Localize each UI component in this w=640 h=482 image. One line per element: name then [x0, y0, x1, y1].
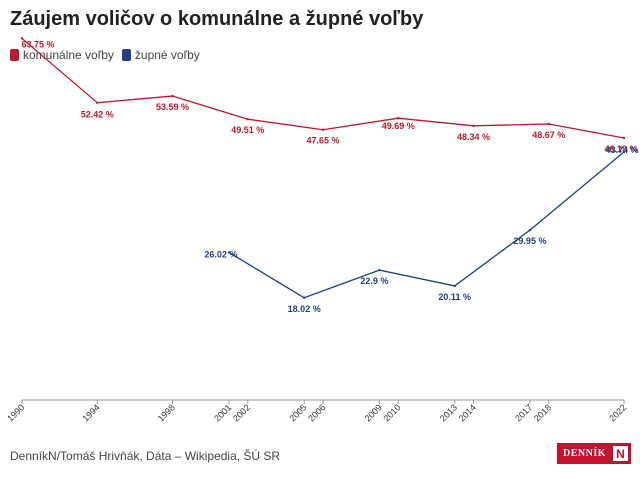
data-point-zupne-2001 — [227, 251, 231, 254]
x-tick-label-1994: 1994 — [80, 402, 101, 423]
x-tick-label-2017: 2017 — [513, 402, 534, 423]
data-point-komunalne-2014 — [472, 124, 475, 128]
x-tick-label-2005: 2005 — [287, 402, 308, 423]
x-tick-label-2006: 2006 — [306, 402, 327, 423]
x-tick-label-1990: 1990 — [5, 402, 26, 423]
x-tick-label-2002: 2002 — [231, 402, 252, 423]
data-point-zupne-2022 — [622, 150, 626, 154]
data-label-zupne-2017: 29.95 % — [513, 236, 546, 246]
data-point-komunalne-1998 — [171, 94, 174, 98]
logo-text: DENNÍK — [563, 448, 607, 459]
legend-swatch-komunalne — [10, 49, 19, 61]
data-label-zupne-2013: 20.11 % — [438, 292, 471, 302]
data-point-komunalne-2018 — [547, 122, 550, 126]
chart-title: Záujem voličov o komunálne a župné voľby — [10, 8, 424, 30]
legend-swatch-zupne — [121, 49, 131, 61]
data-point-komunalne-2022 — [622, 136, 626, 140]
data-point-zupne-2009 — [378, 268, 381, 272]
x-tick-label-1998: 1998 — [156, 402, 177, 423]
legend-item-zupne: župné voľby — [121, 48, 200, 62]
data-point-komunalne-1990 — [20, 37, 24, 40]
series-line-zupne — [228, 151, 625, 299]
data-label-komunalne-2014: 48.34 % — [457, 132, 490, 142]
x-tick-label-2014: 2014 — [457, 402, 478, 423]
x-tick-label-2022: 2022 — [607, 402, 628, 423]
data-point-komunalne-2002 — [246, 117, 249, 121]
data-label-zupne-2001: 26.02 % — [204, 249, 237, 259]
data-point-zupne-2005 — [302, 296, 306, 299]
data-label-komunalne-2006: 47.65 % — [306, 136, 339, 146]
x-tick-label-2013: 2013 — [438, 402, 459, 423]
x-tick-label-2001: 2001 — [212, 402, 233, 423]
data-label-komunalne-2018: 48.67 % — [532, 130, 565, 140]
data-label-komunalne-1994: 52.42 % — [81, 110, 114, 120]
data-point-komunalne-2010 — [397, 116, 400, 120]
logo-mark: N — [613, 446, 628, 461]
legend-label-zupne: župné voľby — [134, 48, 200, 62]
data-label-komunalne-1998: 53.59 % — [156, 102, 189, 112]
data-label-zupne-2009: 22.9 % — [360, 276, 388, 286]
data-label-komunalne-2002: 49.51 % — [231, 125, 264, 135]
x-tick-label-2009: 2009 — [363, 402, 384, 423]
data-point-komunalne-2006 — [321, 128, 325, 131]
data-label-komunalne-2010: 49.69 % — [382, 121, 415, 131]
dennik-n-logo[interactable]: DENNÍK N — [557, 443, 631, 464]
data-point-zupne-2013 — [453, 284, 456, 288]
x-tick-label-2018: 2018 — [532, 402, 553, 423]
data-label-zupne-2022: 43.74 % — [605, 145, 638, 155]
x-tick-label-2010: 2010 — [381, 402, 402, 423]
series-line-komunalne — [21, 37, 625, 139]
data-point-komunalne-1994 — [96, 101, 99, 104]
source-credit: DenníkN/Tomáš Hrivňák, Dáta – Wikipedia,… — [10, 449, 281, 463]
data-label-komunalne-1990: 63.75 % — [21, 39, 54, 49]
data-label-zupne-2005: 18.02 % — [288, 304, 321, 314]
data-point-zupne-2017 — [528, 228, 532, 232]
data-label-komunalne-2022: 46.19 % — [604, 144, 637, 154]
